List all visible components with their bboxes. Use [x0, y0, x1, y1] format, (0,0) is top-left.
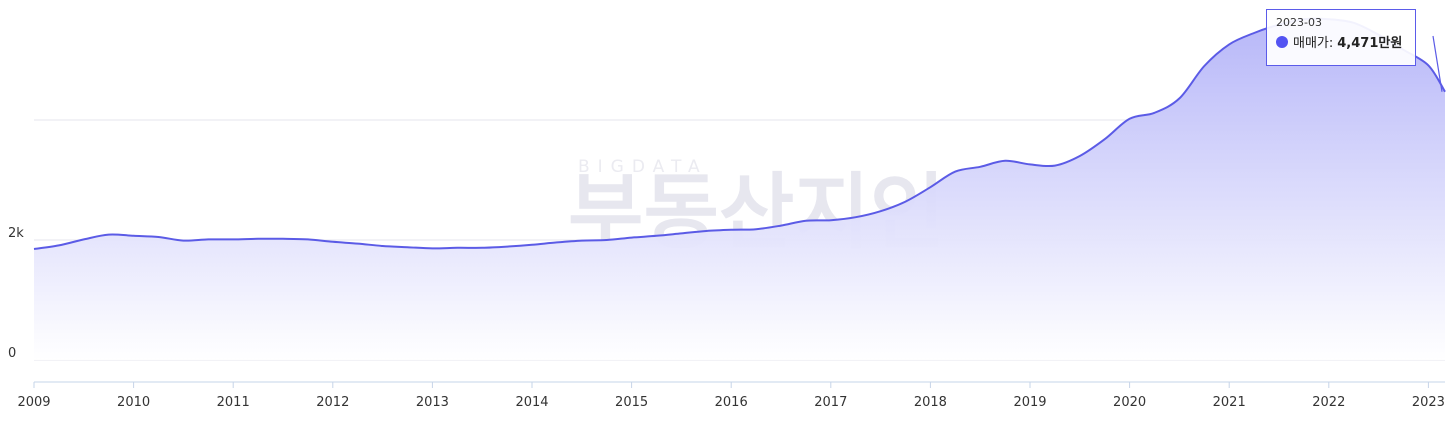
x-tick-label: 2015 [615, 395, 648, 410]
x-tick-label: 2022 [1312, 395, 1345, 410]
y-tick-label: 0 [8, 346, 16, 361]
tooltip-series-label: 매매가: [1293, 36, 1334, 51]
x-tick-label: 2009 [17, 395, 50, 410]
tooltip-value: 4,471만원 [1337, 36, 1403, 51]
series-line [33, 17, 1446, 250]
tooltip-row: 매매가: 4,471만원 [1276, 32, 1406, 51]
area-fill [34, 18, 1445, 360]
series-marker-icon [1276, 35, 1288, 48]
x-tick-label: 2017 [814, 395, 847, 410]
tooltip-pointer [1432, 35, 1443, 92]
x-axis: 2009 2010 2011 2012 2013 2014 2015 2016 2017 2018… [17, 381, 1445, 410]
x-tick-label: 2013 [416, 395, 449, 410]
x-tick-label: 2016 [715, 395, 748, 410]
x-tick-label: 2019 [1013, 395, 1046, 410]
x-tick-label: 2014 [515, 395, 548, 410]
x-tick-label: 2012 [316, 395, 349, 410]
x-tick-label: 2018 [914, 395, 947, 410]
area-series [33, 17, 1446, 360]
y-axis: 0 2k [8, 226, 24, 361]
watermark-bigdata-text: BIGDATA [578, 157, 708, 177]
x-tick-label: 2010 [117, 395, 150, 410]
x-tick-label: 2021 [1213, 395, 1246, 410]
y-tick-label: 2k [8, 226, 24, 241]
chart-tooltip: 2023-03 매매가: 4,471만원 [1266, 9, 1416, 66]
tooltip-date: 2023-03 [1276, 16, 1322, 29]
x-tick-label: 2011 [217, 395, 250, 410]
x-tick-label: 2020 [1113, 395, 1146, 410]
x-tick-label: 2023 [1412, 395, 1445, 410]
